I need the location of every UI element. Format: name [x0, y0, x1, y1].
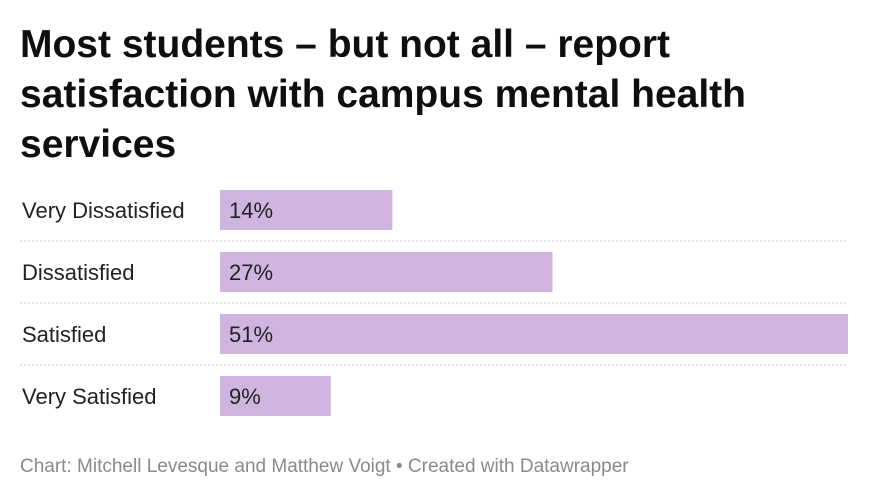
- value-label: 51%: [229, 322, 273, 347]
- bar-chart: Very Dissatisfied 14% Dissatisfied 27% Satis…: [20, 190, 848, 416]
- value-label: 14%: [229, 198, 273, 223]
- category-label: Dissatisfied: [22, 260, 134, 285]
- category-label: Satisfied: [22, 322, 106, 347]
- chart-title: Most students – but not all – report sat…: [20, 23, 746, 166]
- value-label: 27%: [229, 260, 273, 285]
- bar: [220, 314, 848, 354]
- category-label: Very Dissatisfied: [22, 198, 185, 223]
- bar: [220, 190, 393, 230]
- bars-layer: Very Dissatisfied 14% Dissatisfied 27% Satis…: [20, 190, 848, 416]
- category-label: Very Satisfied: [22, 384, 157, 409]
- bar: [220, 252, 553, 292]
- chart-credit: Chart: Mitchell Levesque and Matthew Voi…: [20, 456, 629, 477]
- bar: [220, 376, 331, 416]
- value-label: 9%: [229, 384, 261, 409]
